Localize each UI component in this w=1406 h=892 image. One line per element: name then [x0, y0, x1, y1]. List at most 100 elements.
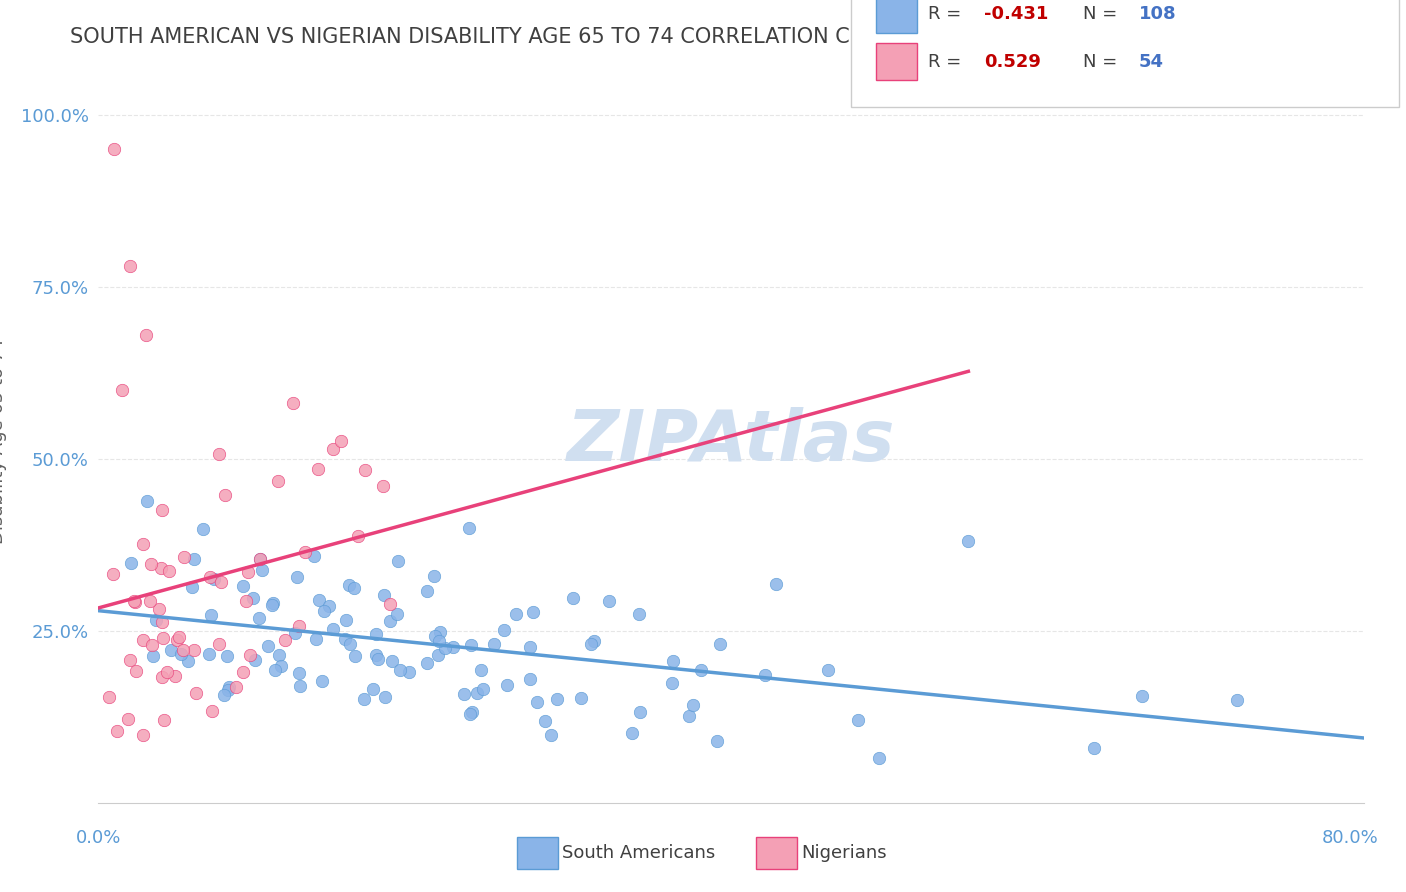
Point — [212, 688, 235, 702]
Point — [416, 657, 439, 671]
Point — [678, 709, 700, 723]
Point — [353, 691, 375, 706]
Point — [141, 638, 163, 652]
Text: ZIPAtlas: ZIPAtlas — [567, 407, 896, 476]
Point — [398, 665, 420, 679]
Text: South Americans: South Americans — [562, 844, 716, 862]
Point — [208, 446, 231, 460]
Point — [176, 654, 198, 668]
Point — [458, 521, 481, 535]
Point — [322, 623, 344, 637]
Point — [817, 663, 839, 677]
Text: 0.0%: 0.0% — [76, 829, 121, 847]
Point — [208, 637, 231, 651]
Point — [288, 619, 311, 633]
Point — [868, 751, 890, 765]
Point — [496, 678, 519, 692]
Point — [561, 591, 583, 606]
Point — [105, 723, 128, 738]
Point — [150, 502, 173, 516]
Point — [117, 712, 139, 726]
Point — [519, 673, 541, 687]
Point — [494, 623, 516, 637]
Point — [139, 593, 162, 607]
Point — [519, 640, 541, 655]
Point — [247, 611, 270, 625]
Point — [1130, 690, 1153, 704]
Point — [367, 651, 389, 665]
Point — [627, 607, 650, 621]
Point — [274, 632, 297, 647]
Point — [579, 637, 602, 651]
Point — [118, 653, 141, 667]
Point — [169, 631, 191, 645]
Point — [232, 665, 254, 680]
Point — [197, 647, 219, 661]
Point — [136, 494, 159, 508]
Point — [957, 534, 980, 549]
Point — [482, 637, 505, 651]
Point — [314, 604, 336, 618]
Point — [235, 594, 257, 608]
Point — [387, 554, 409, 568]
Point — [256, 640, 278, 654]
Point — [361, 681, 384, 696]
Point — [307, 462, 329, 476]
Point — [214, 488, 236, 502]
Point — [434, 640, 457, 655]
Point — [661, 654, 683, 668]
Point — [249, 552, 271, 566]
Point — [200, 607, 222, 622]
Point — [534, 714, 557, 728]
Point — [339, 637, 361, 651]
Point — [159, 643, 181, 657]
Point — [157, 564, 180, 578]
Point — [471, 681, 494, 696]
Point — [682, 698, 704, 712]
Point — [470, 663, 492, 677]
Point — [388, 663, 411, 677]
Point — [284, 626, 307, 640]
Point — [387, 607, 409, 621]
Point — [366, 648, 388, 662]
Point — [232, 579, 254, 593]
Point — [173, 549, 195, 564]
Point — [142, 649, 165, 664]
Point — [333, 632, 356, 646]
Point — [283, 396, 305, 410]
Point — [344, 648, 367, 663]
Point — [122, 594, 145, 608]
Point — [264, 663, 287, 677]
Point — [166, 632, 188, 647]
Text: -0.431: -0.431 — [984, 5, 1049, 23]
Point — [427, 634, 450, 648]
Text: 80.0%: 80.0% — [1322, 829, 1378, 847]
Point — [337, 578, 360, 592]
Point — [322, 442, 344, 457]
Point — [132, 536, 155, 550]
Point — [183, 643, 205, 657]
Point — [209, 574, 232, 589]
Point — [378, 614, 401, 628]
Point — [343, 581, 366, 595]
Point — [689, 664, 711, 678]
Point — [347, 529, 370, 543]
Point — [267, 474, 290, 488]
Point — [148, 602, 170, 616]
Point — [505, 607, 527, 622]
Point — [371, 479, 394, 493]
Point — [661, 676, 683, 690]
Point — [302, 549, 325, 563]
Point — [583, 634, 606, 648]
Point — [267, 648, 290, 663]
Point — [465, 686, 488, 700]
Point — [373, 588, 395, 602]
Point — [754, 668, 776, 682]
Point — [381, 654, 404, 668]
Text: Nigerians: Nigerians — [801, 844, 887, 862]
Point — [427, 648, 450, 662]
Point — [526, 695, 548, 709]
Point — [101, 566, 124, 581]
Point — [522, 605, 544, 619]
Point — [1226, 692, 1249, 706]
